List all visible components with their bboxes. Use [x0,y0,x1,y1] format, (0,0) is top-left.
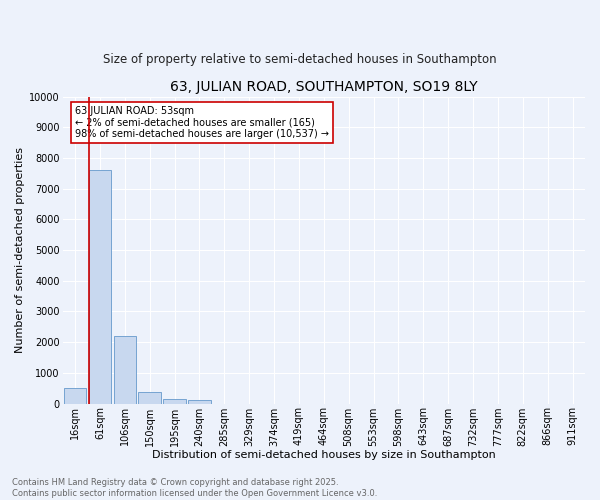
Bar [163,399,186,404]
Text: Contains HM Land Registry data © Crown copyright and database right 2025.
Contai: Contains HM Land Registry data © Crown c… [12,478,377,498]
Bar [89,170,111,404]
Bar [64,388,86,404]
Title: 63, JULIAN ROAD, SOUTHAMPTON, SO19 8LY: 63, JULIAN ROAD, SOUTHAMPTON, SO19 8LY [170,80,478,94]
Bar [139,392,161,404]
Text: 63 JULIAN ROAD: 53sqm
← 2% of semi-detached houses are smaller (165)
98% of semi: 63 JULIAN ROAD: 53sqm ← 2% of semi-detac… [75,106,329,139]
Bar [188,400,211,404]
Y-axis label: Number of semi-detached properties: Number of semi-detached properties [15,147,25,353]
Text: Size of property relative to semi-detached houses in Southampton: Size of property relative to semi-detach… [103,52,497,66]
Bar [113,336,136,404]
X-axis label: Distribution of semi-detached houses by size in Southampton: Distribution of semi-detached houses by … [152,450,496,460]
